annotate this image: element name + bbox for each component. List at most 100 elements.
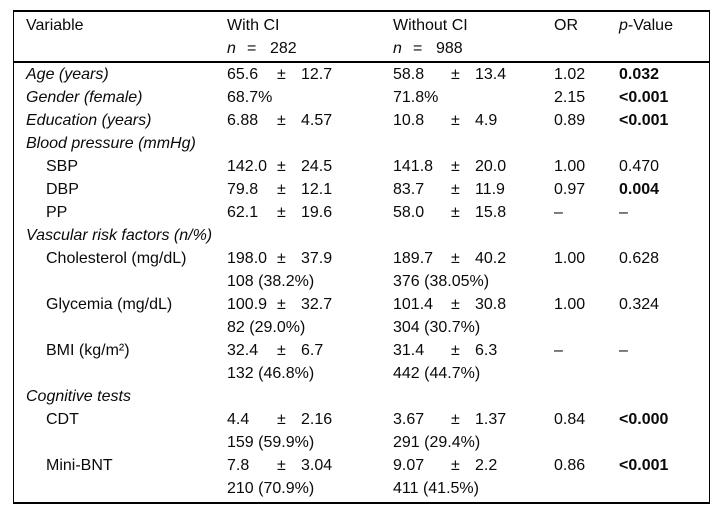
sd-value: 19.6 xyxy=(301,204,333,221)
variable-label: Cognitive tests xyxy=(26,388,131,405)
sd-value: 3.04 xyxy=(301,457,333,474)
sd-value: 6.7 xyxy=(301,342,324,359)
with-ci-cell xyxy=(227,224,393,247)
count-percent-line: 304 (30.7%) xyxy=(393,319,481,336)
variable-cell: Education (years) xyxy=(14,109,227,132)
without-ci-cell: 10.8 ±4.9 xyxy=(393,109,554,132)
table-row: DBP 79.8 ±12.1 83.7 ±11.9 0.97 0.004 xyxy=(14,178,709,201)
without-ci-cell: 141.8 ±20.0 xyxy=(393,155,554,178)
variable-label: DBP xyxy=(46,181,79,198)
plus-minus-sign: ± xyxy=(451,296,460,313)
variable-cell: Glycemia (mg/dL) xyxy=(14,293,227,316)
variable-label: SBP xyxy=(46,158,79,175)
mean-value: 68.7% xyxy=(227,89,273,106)
table-row: CDT 4.4 ±2.16 159 (59.9%) 3.67 ±1.37 291 (… xyxy=(14,408,709,454)
plus-minus-sign: ± xyxy=(451,181,460,198)
mean-sd-line: 68.7% xyxy=(227,86,393,109)
p-value-cell: – xyxy=(619,204,628,221)
variable-label: Age (years) xyxy=(26,66,109,83)
mean-value: 198.0 xyxy=(227,250,268,267)
n-count: 988 xyxy=(436,40,463,57)
variable-cell: Gender (female) xyxy=(14,86,227,109)
variable-cell: Mini-BNT xyxy=(14,454,227,477)
sd-value: 24.5 xyxy=(301,158,333,175)
p-value-cell: 0.004 xyxy=(619,181,660,198)
mean-sd-line: 141.8 ±20.0 xyxy=(393,155,554,178)
variable-cell: Age (years) xyxy=(14,63,227,86)
plus-minus-sign: ± xyxy=(277,204,286,221)
mean-sd-line xyxy=(227,385,393,408)
mean-sd-line: 32.4 ±6.7 xyxy=(227,339,393,362)
header-n-with-ci: n = 282 xyxy=(227,37,393,60)
table-row: Vascular risk factors (n/%) xyxy=(14,224,709,247)
plus-minus-sign: ± xyxy=(451,250,460,267)
plus-minus-sign: ± xyxy=(451,342,460,359)
n-count: 282 xyxy=(270,40,297,57)
with-ci-cell: 65.6 ±12.7 xyxy=(227,63,393,86)
table-row: PP 62.1 ±19.6 58.0 ±15.8 – – xyxy=(14,201,709,224)
mean-sd-line: 83.7 ±11.9 xyxy=(393,178,554,201)
plus-minus-sign: ± xyxy=(277,296,286,313)
p-value-cell: 0.470 xyxy=(619,158,660,175)
mean-value: 142.0 xyxy=(227,158,268,175)
variable-cell: DBP xyxy=(14,178,227,201)
plus-minus-sign: ± xyxy=(277,112,286,129)
mean-sd-line: 101.4 ±30.8 xyxy=(393,293,554,316)
mean-sd-line: 9.07 ±2.2 xyxy=(393,454,554,477)
variable-label: BMI (kg/m²) xyxy=(46,342,130,359)
header-title-row: Variable With CI Without CI OR p-Value xyxy=(14,14,709,37)
header-with-ci: With CI xyxy=(227,17,280,34)
sd-value: 2.2 xyxy=(475,457,498,474)
without-ci-cell: 58.0 ±15.8 xyxy=(393,201,554,224)
mean-value: 62.1 xyxy=(227,204,259,221)
with-ci-cell: 68.7% xyxy=(227,86,393,109)
or-cell: 1.00 xyxy=(554,296,586,313)
variable-label: PP xyxy=(46,204,68,221)
without-ci-cell xyxy=(393,132,554,155)
variable-cell: Cognitive tests xyxy=(14,385,227,408)
p-value-cell: <0.001 xyxy=(619,112,669,129)
or-cell: 1.00 xyxy=(554,158,586,175)
header-without-ci: Without CI xyxy=(393,17,468,34)
sd-value: 20.0 xyxy=(475,158,507,175)
or-cell: – xyxy=(554,204,563,221)
without-ci-cell: 3.67 ±1.37 291 (29.4%) xyxy=(393,408,554,454)
mean-value: 189.7 xyxy=(393,250,434,267)
with-ci-cell: 6.88 ±4.57 xyxy=(227,109,393,132)
variable-cell: Cholesterol (mg/dL) xyxy=(14,247,227,270)
sd-value: 11.9 xyxy=(475,181,505,198)
with-ci-cell: 7.8 ±3.04 210 (70.9%) xyxy=(227,454,393,500)
header-n-row: n = 282 n = 988 xyxy=(14,37,709,60)
sd-value: 15.8 xyxy=(475,204,507,221)
p-value-suffix: -Value xyxy=(627,17,673,34)
plus-minus-sign: ± xyxy=(277,457,286,474)
n-symbol: n xyxy=(227,40,236,57)
plus-minus-sign: ± xyxy=(277,411,286,428)
mean-sd-line: 10.8 ±4.9 xyxy=(393,109,554,132)
variable-label: CDT xyxy=(46,411,79,428)
with-ci-cell: 32.4 ±6.7 132 (46.8%) xyxy=(227,339,393,385)
equals-sign: = xyxy=(247,40,257,57)
mean-sd-line: 142.0 ±24.5 xyxy=(227,155,393,178)
mean-sd-line xyxy=(393,385,554,408)
clinical-characteristics-table: Variable With CI Without CI OR p-Value n… xyxy=(13,10,710,504)
mean-sd-line: 7.8 ±3.04 xyxy=(227,454,393,477)
mean-sd-line xyxy=(227,224,393,247)
with-ci-cell xyxy=(227,132,393,155)
variable-cell: BMI (kg/m²) xyxy=(14,339,227,362)
without-ci-cell: 9.07 ±2.2 411 (41.5%) xyxy=(393,454,554,500)
mean-sd-line: 31.4 ±6.3 xyxy=(393,339,554,362)
mean-value: 58.8 xyxy=(393,66,425,83)
count-percent-line: 82 (29.0%) xyxy=(227,319,306,336)
count-percent-line: 411 (41.5%) xyxy=(393,480,479,497)
p-value-cell: 0.032 xyxy=(619,66,660,83)
variable-cell: CDT xyxy=(14,408,227,431)
table-row: Glycemia (mg/dL) 100.9 ±32.7 82 (29.0%) 1… xyxy=(14,293,709,339)
sd-value: 30.8 xyxy=(475,296,507,313)
p-value-cell: 0.628 xyxy=(619,250,660,267)
sd-value: 1.37 xyxy=(475,411,507,428)
without-ci-cell: 58.8 ±13.4 xyxy=(393,63,554,86)
without-ci-cell: 189.7 ±40.2 376 (38.05%) xyxy=(393,247,554,293)
variable-label: Cholesterol (mg/dL) xyxy=(46,250,187,267)
table-row: BMI (kg/m²) 32.4 ±6.7 132 (46.8%) 31.4 ±6.… xyxy=(14,339,709,385)
